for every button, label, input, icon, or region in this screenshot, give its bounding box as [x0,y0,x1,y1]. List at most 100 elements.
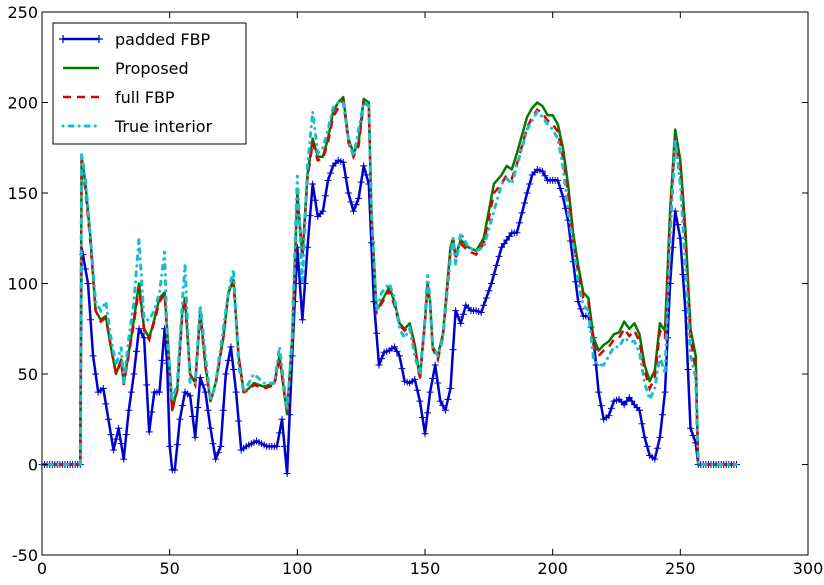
legend-box [52,22,247,145]
series-marker [176,415,184,423]
series-marker [232,388,240,396]
series-marker [347,198,355,206]
series-marker [500,240,508,248]
series-marker [155,388,163,396]
x-tick-label: 250 [665,559,696,578]
series-marker [457,319,465,327]
x-tick-label: 300 [793,559,824,578]
x-tick-label: 200 [537,559,568,578]
legend-item: full FBP [63,88,175,107]
series-marker [625,394,633,402]
x-tick-label: 50 [159,559,179,578]
series-marker [143,381,151,389]
series-marker [674,221,682,229]
series-marker [319,207,327,215]
series-full-fbp [42,97,737,466]
series-marker [518,209,526,217]
series-marker [171,466,179,474]
series-marker [490,270,498,278]
series-marker [173,441,181,449]
series-marker [127,388,135,396]
series-marker [148,408,156,416]
series-marker [441,406,449,414]
series-marker [230,365,237,373]
series-marker [658,411,666,419]
series-marker [426,388,434,396]
series-marker [431,361,439,369]
series-marker [641,433,649,441]
series-line [42,97,737,466]
series-marker [186,392,194,400]
series-marker [521,199,529,207]
legend-marker [95,35,103,43]
series-marker [643,442,651,450]
x-tick-label: 150 [410,559,441,578]
series-marker [526,180,534,188]
series-marker [411,375,419,383]
series-marker [87,316,95,324]
series-marker [99,384,107,392]
series-marker [561,204,569,212]
series-marker [429,375,437,383]
series-marker [214,449,222,457]
series-marker [355,194,363,202]
series-marker [158,356,166,364]
series-marker [515,219,523,227]
series-marker [480,301,488,309]
legend-label: padded FBP [115,30,211,49]
series-marker [140,334,148,342]
series-marker [656,433,664,441]
series-marker [227,343,235,351]
series-marker [689,432,697,440]
series-marker [222,370,230,378]
series-marker [454,313,462,321]
series-marker [487,280,495,287]
series-marker [372,329,380,337]
series-marker [395,352,403,360]
series-marker [178,402,186,410]
series-marker [122,431,130,439]
series-marker [352,201,360,209]
series-marker [498,243,506,251]
series-marker [607,404,615,412]
series-marker [166,442,174,450]
series-marker [393,347,401,355]
series-marker [115,424,123,432]
series-marker [564,216,572,224]
series-marker [398,365,406,373]
series-marker [679,270,687,278]
series-marker [684,365,692,373]
series-marker [574,298,582,306]
series-marker [301,280,309,287]
series-marker [360,162,368,170]
series-marker [505,232,513,240]
series-marker [513,229,521,237]
series-marker [556,184,564,192]
series-marker [339,158,347,166]
series-marker [605,412,613,420]
legend-marker [59,35,67,43]
series-marker [138,329,146,337]
series-marker [145,428,153,436]
series-marker [199,381,207,389]
series-marker [92,370,100,378]
series-marker [321,192,329,200]
series-marker [523,189,531,197]
series-marker [283,470,291,478]
series-marker [492,261,500,269]
series-marker [275,429,283,437]
series-marker [84,280,92,287]
legend-item: padded FBP [59,30,211,49]
series-marker [413,386,421,394]
series-marker [194,403,202,411]
series-marker [112,435,120,443]
series-marker [207,424,215,432]
x-tick-label: 100 [282,559,313,578]
series-marker [117,440,125,448]
series-marker [671,207,679,215]
series-marker [102,400,110,408]
series-layer [38,95,741,478]
series-marker [620,401,628,409]
